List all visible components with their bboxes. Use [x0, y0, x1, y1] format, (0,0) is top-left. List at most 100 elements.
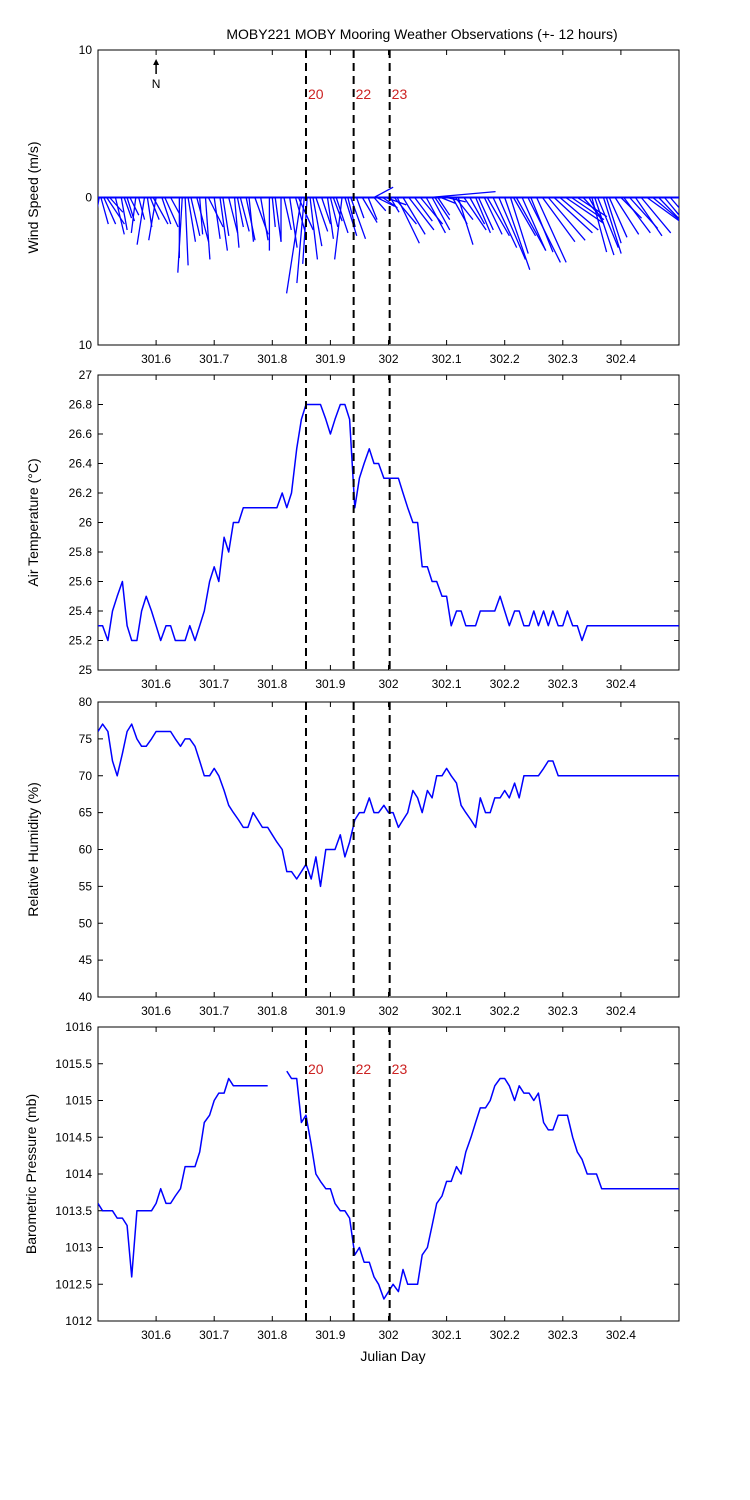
wind-vector	[553, 197, 593, 234]
wind-vector	[103, 197, 117, 225]
x-tick-label: 301.7	[199, 1004, 229, 1018]
x-tick-label: 302.3	[548, 1004, 578, 1018]
x-tick-label: 302.3	[548, 352, 578, 366]
wind-vector	[335, 197, 349, 234]
x-tick-label: 301.7	[199, 1328, 229, 1342]
x-axis-label: Julian Day	[360, 1348, 425, 1364]
panel-airtemp: 301.6 301.7 301.8 301.9 302 302.1 302.2 302.3 30…	[25, 368, 680, 691]
y-tick-label: 25.6	[69, 575, 93, 589]
wind-vector	[260, 197, 269, 241]
wind-vector	[350, 197, 367, 240]
marker-label: 22	[356, 1061, 372, 1077]
x-tick-label: 302.3	[548, 1328, 578, 1342]
y-axis-label: Air Temperature (°C)	[25, 458, 41, 586]
y-tick-label: 75	[79, 732, 93, 746]
wind-vector	[658, 197, 679, 220]
wind-vector	[355, 197, 365, 219]
wind-vector	[498, 197, 527, 260]
y-axis-label: Wind Speed (m/s)	[25, 141, 41, 253]
wind-vector	[402, 197, 426, 235]
plot-frame	[97, 701, 680, 998]
x-tick-label: 301.9	[315, 352, 345, 366]
y-tick-label: 1015.5	[55, 1057, 92, 1071]
x-tick-label: 302	[378, 677, 398, 691]
y-tick-label: 1013	[65, 1241, 92, 1255]
wind-vector	[367, 197, 378, 220]
x-tick-label: 301.6	[141, 352, 171, 366]
y-tick-label: 27	[79, 368, 93, 382]
marker-label: 20	[308, 86, 324, 102]
plot-content	[98, 186, 679, 294]
wind-vector	[361, 197, 378, 223]
wind-vector	[100, 197, 109, 225]
wind-vector	[274, 197, 282, 242]
wind-vector	[515, 197, 547, 251]
x-tick-label: 301.7	[199, 677, 229, 691]
y-axis-label: Relative Humidity (%)	[25, 782, 41, 917]
wind-vector	[393, 197, 417, 225]
x-tick-label: 301.9	[315, 1328, 345, 1342]
wind-vector	[170, 197, 181, 215]
wind-vector	[296, 197, 305, 284]
y-axis-label: Barometric Pressure (mb)	[23, 1094, 39, 1254]
wind-vector	[591, 197, 608, 253]
wind-vector	[475, 197, 491, 234]
wind-vector	[594, 197, 615, 256]
wind-vector	[483, 197, 503, 235]
x-tick-label: 302.2	[490, 1004, 520, 1018]
y-tick-label: 55	[79, 879, 93, 893]
wind-vector	[469, 197, 486, 225]
wind-vector	[477, 197, 494, 231]
y-tick-label: 1014	[65, 1167, 92, 1181]
wind-vector	[294, 197, 307, 235]
x-tick-label: 302.3	[548, 677, 578, 691]
north-arrowhead	[153, 59, 160, 65]
x-tick-label: 302.1	[432, 1328, 462, 1342]
y-tick-label: 26.8	[69, 398, 93, 412]
series-line	[98, 403, 679, 642]
wind-vector	[602, 197, 622, 254]
wind-vector	[309, 197, 319, 260]
wind-vector	[541, 197, 576, 243]
x-tick-label: 301.9	[315, 1004, 345, 1018]
marker-label: 23	[392, 86, 408, 102]
y-tick-label: 26.4	[69, 457, 93, 471]
x-tick-label: 302	[378, 1004, 398, 1018]
north-label: N	[152, 77, 161, 91]
y-tick-label: 10	[79, 43, 93, 57]
wind-vector	[344, 197, 358, 237]
x-tick-label: 301.8	[257, 352, 287, 366]
wind-vector	[321, 197, 332, 225]
wind-vector	[114, 197, 125, 235]
wind-vector	[271, 197, 276, 228]
wind-vector	[376, 196, 395, 207]
x-tick-label: 302.4	[606, 352, 636, 366]
wind-vector	[652, 197, 679, 221]
x-tick-label: 301.8	[257, 677, 287, 691]
wind-vector	[640, 197, 672, 234]
wind-vector	[486, 197, 510, 237]
y-tick-label: 26.2	[69, 486, 93, 500]
wind-vector	[389, 197, 400, 213]
wind-vector	[196, 197, 210, 242]
y-tick-label: 25.8	[69, 545, 93, 559]
x-tick-label: 302	[378, 1328, 398, 1342]
panels: 301.6 301.7 301.8 301.9 302 302.1 302.2 302.3 30…	[23, 43, 680, 1342]
wind-vector	[605, 197, 622, 244]
y-tick-label: 25.4	[69, 604, 93, 618]
y-tick-label: 45	[79, 953, 93, 967]
wind-vector	[236, 197, 244, 228]
wind-vector	[521, 197, 547, 251]
wind-vector	[289, 197, 298, 248]
wind-vector	[530, 197, 554, 253]
plot-content	[98, 1070, 679, 1300]
x-tick-label: 301.8	[257, 1004, 287, 1018]
series-line	[98, 723, 679, 888]
y-tick-label: 65	[79, 806, 93, 820]
x-tick-label: 302	[378, 352, 398, 366]
marker-label: 22	[356, 86, 372, 102]
marker-label: 20	[308, 1061, 324, 1077]
wind-vector	[136, 197, 146, 245]
y-tick-label: 26	[79, 516, 93, 530]
wind-vector	[329, 197, 339, 228]
